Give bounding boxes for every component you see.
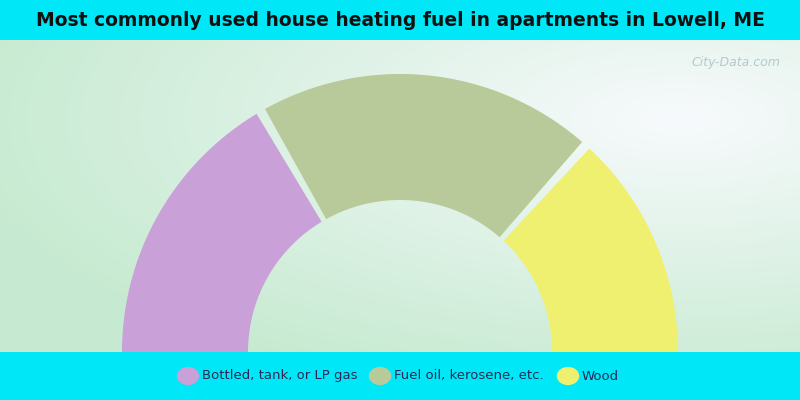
Polygon shape (503, 148, 678, 352)
Text: Wood: Wood (582, 370, 618, 382)
Ellipse shape (557, 367, 579, 385)
Text: Bottled, tank, or LP gas: Bottled, tank, or LP gas (202, 370, 357, 382)
Ellipse shape (177, 367, 199, 385)
Text: City-Data.com: City-Data.com (691, 56, 780, 69)
Polygon shape (265, 74, 582, 237)
Text: Fuel oil, kerosene, etc.: Fuel oil, kerosene, etc. (394, 370, 543, 382)
Ellipse shape (369, 367, 391, 385)
Text: Most commonly used house heating fuel in apartments in Lowell, ME: Most commonly used house heating fuel in… (35, 10, 765, 30)
Polygon shape (122, 114, 322, 352)
